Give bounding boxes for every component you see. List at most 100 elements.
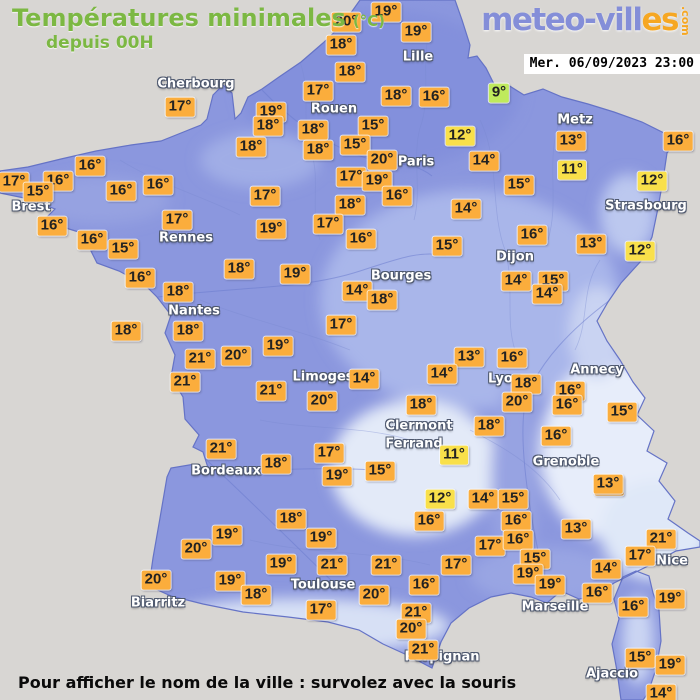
temp-badge[interactable]: 16° <box>663 131 693 151</box>
temp-badge[interactable]: 15° <box>625 648 655 668</box>
temp-badge[interactable]: 15° <box>498 489 528 509</box>
temp-badge[interactable]: 9° <box>488 83 510 103</box>
temp-badge[interactable]: 17° <box>250 186 280 206</box>
temp-badge[interactable]: 14° <box>591 559 621 579</box>
temp-badge[interactable]: 15° <box>504 175 534 195</box>
temp-badge[interactable]: 14° <box>427 364 457 384</box>
temp-badge[interactable]: 12° <box>445 126 475 146</box>
temp-badge[interactable]: 20° <box>221 346 251 366</box>
temp-badge[interactable]: 20° <box>396 619 426 639</box>
temp-badge[interactable]: 14° <box>532 284 562 304</box>
temp-badge[interactable]: 18° <box>224 259 254 279</box>
temp-badge[interactable]: 18° <box>241 585 271 605</box>
temp-badge[interactable]: 21° <box>170 372 200 392</box>
temp-badge[interactable]: 18° <box>236 137 266 157</box>
temp-badge[interactable]: 19° <box>362 171 392 191</box>
temp-badge[interactable]: 17° <box>303 81 333 101</box>
temp-badge[interactable]: 17° <box>165 97 195 117</box>
temp-badge[interactable]: 18° <box>111 321 141 341</box>
temp-badge[interactable]: 14° <box>342 281 372 301</box>
temp-badge[interactable]: 18° <box>303 140 333 160</box>
temp-badge[interactable]: 12° <box>637 171 667 191</box>
temp-badge[interactable]: 20° <box>359 585 389 605</box>
temp-badge[interactable]: 18° <box>276 509 306 529</box>
temp-badge[interactable]: 13° <box>454 347 484 367</box>
temp-badge[interactable]: 13° <box>561 519 591 539</box>
temp-badge[interactable]: 13° <box>593 474 623 494</box>
temp-badge[interactable]: 17° <box>625 546 655 566</box>
temp-badge[interactable]: 16° <box>143 175 173 195</box>
temp-badge[interactable]: 16° <box>419 87 449 107</box>
temp-badge[interactable]: 16° <box>618 597 648 617</box>
temp-badge[interactable]: 14° <box>646 684 676 700</box>
temp-badge[interactable]: 20° <box>181 539 211 559</box>
temp-badge[interactable]: 11° <box>440 445 468 465</box>
temp-badge[interactable]: 21° <box>206 439 236 459</box>
temp-badge[interactable]: 18° <box>253 116 283 136</box>
temp-badge[interactable]: 21° <box>256 381 286 401</box>
temp-badge[interactable]: 12° <box>425 489 455 509</box>
temp-badge[interactable]: 16° <box>517 225 547 245</box>
temp-badge[interactable]: 19° <box>215 571 245 591</box>
temp-badge[interactable]: 20° <box>307 391 337 411</box>
temp-badge[interactable]: 16° <box>541 426 571 446</box>
temp-badge[interactable]: 21° <box>371 555 401 575</box>
temp-badge[interactable]: 16° <box>503 530 533 550</box>
temp-badge[interactable]: 16° <box>382 186 412 206</box>
temp-badge[interactable]: 17° <box>441 555 471 575</box>
temp-badge[interactable]: 20° <box>502 392 532 412</box>
temp-badge[interactable]: 18° <box>298 120 328 140</box>
temp-badge[interactable]: 14° <box>469 151 499 171</box>
meteo-villes-logo[interactable]: meteo-vill es .com <box>481 2 692 38</box>
temp-badge[interactable]: 17° <box>326 315 356 335</box>
temp-badge[interactable]: 17° <box>313 214 343 234</box>
temp-badge[interactable]: 14° <box>501 271 531 291</box>
temp-badge[interactable]: 16° <box>582 583 612 603</box>
temp-badge[interactable]: 19° <box>256 219 286 239</box>
temp-badge[interactable]: 19° <box>655 655 685 675</box>
temp-badge[interactable]: 16° <box>497 348 527 368</box>
temp-badge[interactable]: 15° <box>520 549 550 569</box>
temp-badge[interactable]: 16° <box>106 181 136 201</box>
temp-badge[interactable]: 20° <box>331 12 361 32</box>
temp-badge[interactable]: 14° <box>468 489 498 509</box>
temp-badge[interactable]: 16° <box>501 511 531 531</box>
temp-badge[interactable]: 21° <box>408 640 438 660</box>
temp-badge[interactable]: 19° <box>306 528 336 548</box>
temp-badge[interactable]: 18° <box>326 35 356 55</box>
temp-badge[interactable]: 18° <box>163 282 193 302</box>
temp-badge[interactable]: 18° <box>335 195 365 215</box>
temp-badge[interactable]: 18° <box>261 454 291 474</box>
temp-badge[interactable]: 15° <box>23 182 53 202</box>
temp-badge[interactable]: 15° <box>607 402 637 422</box>
temp-badge[interactable]: 21° <box>317 555 347 575</box>
temp-badge[interactable]: 16° <box>77 230 107 250</box>
temp-badge[interactable]: 16° <box>346 229 376 249</box>
temp-badge[interactable]: 19° <box>371 2 401 22</box>
temp-badge[interactable]: 19° <box>513 564 543 584</box>
temp-badge[interactable]: 18° <box>367 290 397 310</box>
temp-badge[interactable]: 16° <box>37 216 67 236</box>
temp-badge[interactable]: 17° <box>0 172 29 192</box>
temp-badge[interactable]: 21° <box>401 603 431 623</box>
temp-badge[interactable]: 21° <box>646 529 676 549</box>
temp-badge[interactable]: 16° <box>75 156 105 176</box>
temp-badge[interactable]: 19° <box>535 575 565 595</box>
temp-badge[interactable]: 17° <box>306 600 336 620</box>
temp-badge[interactable]: 16° <box>414 511 444 531</box>
temp-badge[interactable]: 20° <box>367 150 397 170</box>
temp-badge[interactable]: 17° <box>475 536 505 556</box>
temp-badge[interactable]: 20° <box>141 570 171 590</box>
temp-badge[interactable]: 15° <box>340 135 370 155</box>
temp-badge[interactable]: 18° <box>474 416 504 436</box>
temp-badge[interactable]: 18° <box>381 86 411 106</box>
temp-badge[interactable]: 16° <box>409 575 439 595</box>
temp-badge[interactable]: 14° <box>451 199 481 219</box>
temp-badge[interactable]: 18° <box>173 321 203 341</box>
temp-badge[interactable]: 19° <box>655 589 685 609</box>
temp-badge[interactable]: 19° <box>280 264 310 284</box>
temp-badge[interactable]: 11° <box>558 160 586 180</box>
temp-badge[interactable]: 17° <box>314 443 344 463</box>
temp-badge[interactable]: 13° <box>556 131 586 151</box>
